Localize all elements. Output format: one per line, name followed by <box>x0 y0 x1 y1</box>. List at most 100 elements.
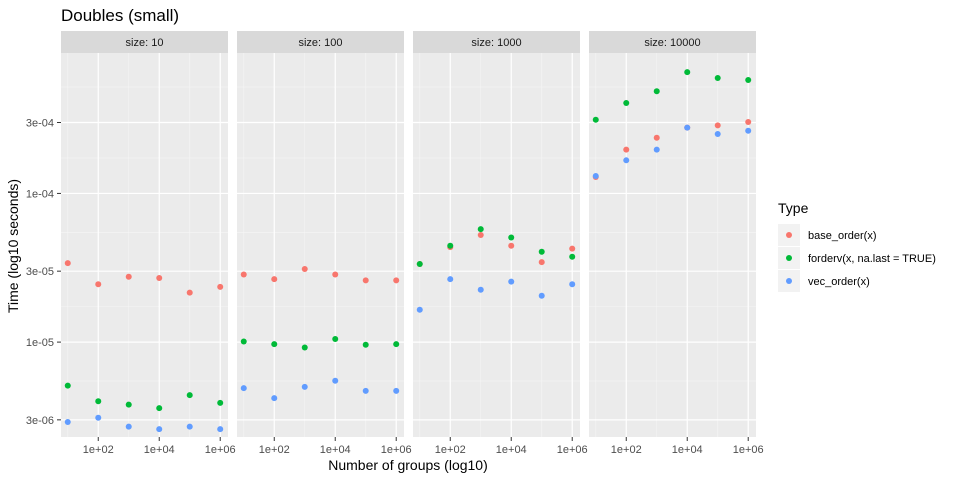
data-point <box>332 271 339 278</box>
data-point <box>95 281 102 288</box>
data-point <box>125 401 132 408</box>
x-tick-label: 1e+04 <box>320 444 351 456</box>
data-point <box>714 131 721 138</box>
data-point <box>745 77 752 84</box>
facet-strip <box>61 31 228 53</box>
legend-key-point <box>786 278 792 284</box>
data-point <box>538 259 545 266</box>
data-point <box>156 426 163 433</box>
facet-strip-label: size: 10000 <box>644 37 700 49</box>
data-point <box>332 377 339 384</box>
x-axis-title: Number of groups (log10) <box>328 457 488 473</box>
x-tick-label: 1e+06 <box>381 444 412 456</box>
data-point <box>332 335 339 342</box>
data-point <box>271 341 278 348</box>
data-point <box>301 383 308 390</box>
x-tick-label: 1e+06 <box>205 444 236 456</box>
data-point <box>156 274 163 281</box>
data-point <box>447 276 454 283</box>
data-point <box>156 405 163 412</box>
y-tick-label: 3e-04 <box>26 117 54 129</box>
facet-strip <box>413 31 580 53</box>
data-point <box>301 344 308 351</box>
data-point <box>186 289 193 296</box>
data-point <box>623 146 630 153</box>
data-point <box>64 382 71 389</box>
data-point <box>745 119 752 126</box>
data-point <box>714 122 721 129</box>
legend-key-point <box>786 255 792 261</box>
panels: 3e-06 1e-05 3e-05 1e-04 3e-04 size: 10 1e+02 1e… <box>26 31 764 456</box>
data-point <box>684 124 691 131</box>
data-point <box>538 292 545 299</box>
y-tick-label: 1e-04 <box>26 188 54 200</box>
y-axis-title: Time (log10 seconds) <box>5 179 21 313</box>
data-point <box>569 245 576 252</box>
facet-strip <box>237 31 404 53</box>
y-tick-label: 1e-05 <box>26 337 54 349</box>
legend: Type base_order(x) forderv(x, na.last = T… <box>778 200 936 292</box>
facet-strip-label: size: 10 <box>126 37 164 49</box>
data-point <box>95 414 102 421</box>
legend-title: Type <box>778 200 809 216</box>
data-point <box>362 387 369 394</box>
data-point <box>416 261 423 268</box>
data-point <box>64 419 71 426</box>
data-point <box>653 88 660 95</box>
panel-background <box>237 53 404 437</box>
facet-panel: size: 10 1e+02 1e+04 1e+06 <box>61 31 236 456</box>
data-point <box>569 281 576 288</box>
data-point <box>508 278 515 285</box>
data-point <box>623 99 630 106</box>
data-point <box>477 226 484 233</box>
data-point <box>416 306 423 313</box>
data-point <box>623 157 630 164</box>
data-point <box>240 271 247 278</box>
data-point <box>477 232 484 239</box>
data-point <box>240 338 247 345</box>
facet-strip-label: size: 100 <box>298 37 342 49</box>
facet-panel: size: 1000 1e+02 1e+04 1e+06 <box>413 31 588 456</box>
x-tick-label: 1e+02 <box>435 444 466 456</box>
facet-strip <box>589 31 756 53</box>
data-point <box>186 423 193 430</box>
chart-title: Doubles (small) <box>61 6 179 25</box>
data-point <box>653 134 660 141</box>
data-point <box>362 341 369 348</box>
data-point <box>592 116 599 123</box>
facet-panel: size: 100 1e+02 1e+04 1e+06 <box>237 31 412 456</box>
legend-label: base_order(x) <box>808 230 876 242</box>
data-point <box>714 75 721 82</box>
facet-strip-label: size: 1000 <box>471 37 521 49</box>
data-point <box>477 286 484 293</box>
data-point <box>125 423 132 430</box>
data-point <box>393 277 400 284</box>
legend-label: forderv(x, na.last = TRUE) <box>808 253 936 265</box>
y-tick-label: 3e-05 <box>26 266 54 278</box>
data-point <box>393 341 400 348</box>
data-point <box>217 283 224 290</box>
data-point <box>684 69 691 76</box>
data-point <box>186 392 193 399</box>
facet-panel: size: 10000 1e+02 1e+04 1e+06 <box>589 31 764 456</box>
x-tick-label: 1e+06 <box>557 444 588 456</box>
data-point <box>745 127 752 134</box>
data-point <box>538 248 545 255</box>
data-point <box>569 253 576 260</box>
data-point <box>217 426 224 433</box>
x-tick-label: 1e+06 <box>733 444 764 456</box>
data-point <box>217 399 224 406</box>
data-point <box>125 273 132 280</box>
panel-background <box>61 53 228 437</box>
data-point <box>240 385 247 392</box>
y-tick-label: 3e-06 <box>26 415 54 427</box>
data-point <box>447 242 454 249</box>
x-tick-label: 1e+04 <box>144 444 175 456</box>
data-point <box>653 146 660 153</box>
data-point <box>508 234 515 241</box>
data-point <box>592 172 599 179</box>
x-tick-label: 1e+04 <box>672 444 703 456</box>
x-tick-label: 1e+04 <box>496 444 527 456</box>
legend-label: vec_order(x) <box>808 276 870 288</box>
